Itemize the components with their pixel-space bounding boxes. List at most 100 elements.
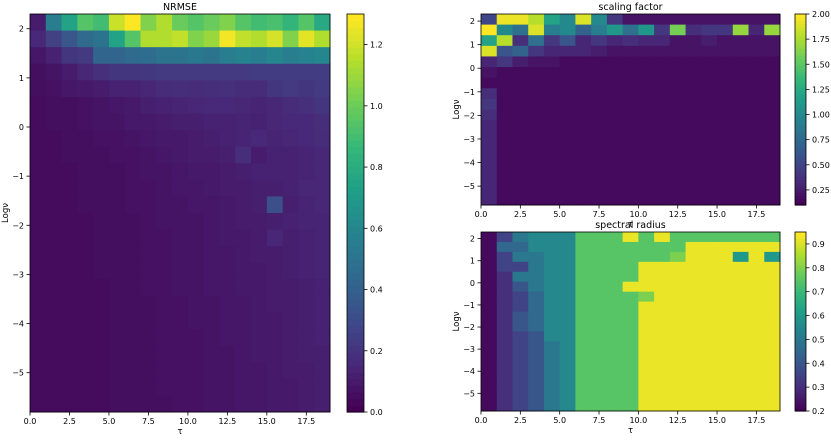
scaling-factor-cell	[543, 120, 561, 132]
scaling-factor-cell	[575, 35, 592, 47]
spectral-radius-cell	[701, 301, 718, 313]
spectral-radius-cell	[701, 391, 718, 402]
scaling-factor-cell	[575, 88, 592, 100]
spectral-radius-cell	[654, 301, 671, 313]
nrmse-cell	[314, 312, 331, 330]
spectral-radius-cell	[528, 361, 545, 372]
nrmse-cell	[314, 329, 331, 347]
scaling-factor-cell	[528, 120, 545, 132]
nrmse-cell	[203, 345, 220, 363]
nrmse-cell	[156, 395, 173, 413]
spectral-radius-cell	[512, 251, 529, 263]
nrmse-cell	[298, 163, 315, 181]
nrmse-y-tick-label: 0	[19, 123, 24, 132]
spectral-radius-colorbar-tick-label: 0.8	[812, 264, 825, 273]
scaling-factor-cell	[481, 109, 498, 121]
spectral-radius-colorbar-segment	[795, 405, 806, 409]
spectral-radius-cell	[512, 281, 529, 293]
nrmse-cell	[219, 30, 236, 48]
nrmse-cell	[108, 47, 126, 65]
spectral-radius-y-tick-label: 2	[470, 235, 475, 244]
spectral-radius-cell	[669, 291, 687, 303]
nrmse-cell	[314, 213, 331, 231]
nrmse-cell	[77, 63, 94, 81]
spectral-radius-colorbar-segment	[795, 237, 806, 242]
nrmse-cell	[77, 295, 94, 313]
scaling-factor-x-axis-label: τ	[628, 220, 633, 230]
nrmse-cell	[172, 14, 189, 32]
nrmse-cell	[235, 196, 252, 214]
spectral-radius-cell	[622, 251, 639, 263]
scaling-factor-cell	[669, 56, 687, 68]
scaling-factor-cell	[496, 14, 513, 26]
scaling-factor-cell	[528, 183, 545, 195]
spectral-radius-cell	[669, 371, 687, 382]
scaling-factor-cell	[732, 56, 750, 68]
nrmse-cell	[282, 96, 299, 114]
scaling-factor-cell	[528, 56, 545, 68]
nrmse-cell	[187, 130, 205, 148]
scaling-factor-cell	[481, 141, 498, 153]
scaling-factor-cell	[654, 45, 671, 57]
spectral-radius-cell	[528, 401, 545, 412]
spectral-radius-cell	[764, 361, 781, 372]
nrmse-cell	[124, 63, 142, 81]
scaling-factor-cell	[591, 130, 608, 142]
scaling-factor-cell	[575, 56, 592, 68]
scaling-factor-colorbar-segment	[795, 141, 806, 146]
scaling-factor-cell	[685, 194, 702, 206]
nrmse-cell	[61, 14, 78, 32]
spectral-radius-cell	[496, 331, 513, 342]
nrmse-cell	[235, 378, 252, 396]
nrmse-cell	[187, 395, 205, 413]
nrmse-cell	[266, 196, 284, 214]
scaling-factor-colorbar-segment	[795, 125, 806, 130]
scaling-factor-cell	[622, 194, 639, 206]
scaling-factor-cell	[575, 120, 592, 132]
spectral-radius-cell	[622, 301, 639, 313]
spectral-radius-colorbar-segment	[795, 270, 806, 275]
scaling-factor-cell	[496, 130, 513, 142]
scaling-factor-cell	[481, 162, 498, 174]
nrmse-cell	[282, 196, 299, 214]
scaling-factor-cell	[717, 35, 734, 47]
scaling-factor-cell	[717, 77, 734, 89]
spectral-radius-colorbar-segment	[795, 366, 806, 370]
nrmse-cell	[298, 378, 315, 396]
spectral-radius-x-tick-label: 0.0	[475, 416, 488, 425]
spectral-radius-colorbar-segment	[795, 249, 806, 254]
nrmse-cell	[124, 295, 142, 313]
scaling-factor-colorbar-segment	[795, 144, 806, 149]
spectral-radius-cell	[748, 291, 765, 303]
spectral-radius-colorbar-segment	[795, 399, 806, 403]
spectral-radius-cell	[575, 261, 592, 273]
spectral-radius-cell	[575, 341, 592, 352]
scaling-factor-colorbar-segment	[795, 96, 806, 101]
spectral-radius-cell	[748, 281, 765, 293]
spectral-radius-colorbar-segment	[795, 390, 806, 394]
scaling-factor-cell	[496, 67, 513, 79]
nrmse-cell	[77, 113, 94, 131]
nrmse-cell	[282, 130, 299, 148]
scaling-factor-cell	[606, 183, 624, 195]
spectral-radius-cell	[685, 311, 702, 322]
spectral-radius-cell	[748, 391, 765, 402]
spectral-radius-cell	[685, 401, 702, 412]
nrmse-cell	[108, 362, 126, 380]
spectral-radius-cell	[559, 321, 576, 332]
nrmse-colorbar-segment	[347, 339, 364, 347]
spectral-radius-cell	[559, 241, 576, 253]
nrmse-cell	[251, 179, 268, 197]
spectral-radius-cell	[496, 351, 513, 362]
scaling-factor-cell	[496, 194, 513, 206]
nrmse-colorbar-segment	[347, 53, 364, 62]
spectral-radius-cell	[654, 241, 671, 253]
scaling-factor-cell	[559, 194, 576, 206]
nrmse-cell	[108, 80, 126, 98]
nrmse-colorbar-segment	[347, 140, 364, 148]
spectral-radius-cell	[764, 341, 781, 352]
spectral-radius-colorbar-segment	[795, 369, 806, 373]
nrmse-cell	[266, 30, 284, 48]
nrmse-cell	[77, 47, 94, 65]
scaling-factor-cell	[591, 173, 608, 185]
